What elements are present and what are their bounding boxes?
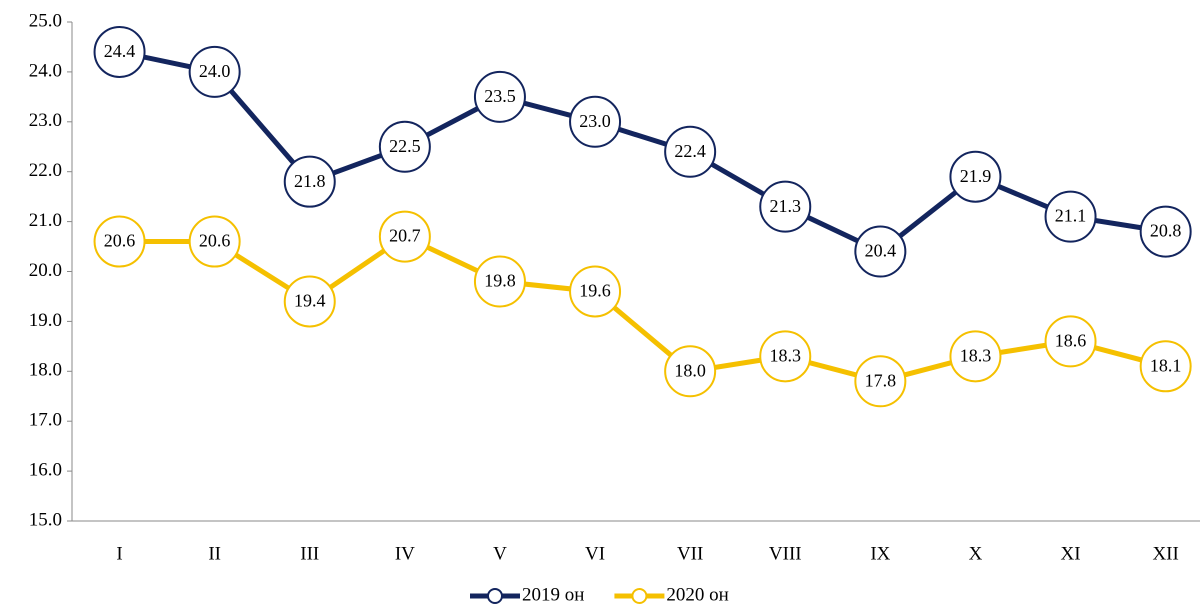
legend-label: 2019 он xyxy=(522,584,584,605)
point-marker xyxy=(569,95,622,148)
y-tick-label: 17.0 xyxy=(29,410,62,431)
point-marker xyxy=(93,25,146,78)
series-line xyxy=(119,49,1167,255)
point-marker xyxy=(93,215,146,268)
x-tick-label: III xyxy=(300,543,319,564)
value-label: 18.0 xyxy=(674,360,706,380)
y-tick-label: 25.0 xyxy=(29,10,62,31)
x-tick-label: VII xyxy=(677,543,703,564)
x-tick-label: IV xyxy=(395,543,415,564)
point-marker xyxy=(1044,190,1097,243)
series-line xyxy=(119,233,1167,384)
y-tick-label: 18.0 xyxy=(29,360,62,381)
legend-label: 2020 он xyxy=(666,584,728,605)
value-label: 21.3 xyxy=(770,196,802,216)
value-label: 20.6 xyxy=(199,231,231,251)
value-label: 21.9 xyxy=(960,166,992,186)
value-label: 19.4 xyxy=(294,291,326,311)
point-marker xyxy=(854,225,907,278)
value-label: 22.4 xyxy=(674,141,706,161)
value-label: 24.0 xyxy=(199,61,231,81)
value-label: 19.6 xyxy=(579,281,611,301)
y-tick-label: 15.0 xyxy=(29,509,62,530)
value-label: 24.4 xyxy=(104,41,136,61)
x-tick-label: XII xyxy=(1152,543,1178,564)
x-tick-label: IX xyxy=(870,543,890,564)
x-tick-label: X xyxy=(969,543,983,564)
value-label: 18.1 xyxy=(1150,355,1182,375)
point-marker xyxy=(1044,315,1097,368)
point-marker xyxy=(378,120,431,173)
value-label: 18.3 xyxy=(770,345,802,365)
value-label: 17.8 xyxy=(865,370,897,390)
y-tick-label: 22.0 xyxy=(29,160,62,181)
value-label: 23.0 xyxy=(579,111,611,131)
point-marker xyxy=(949,330,1002,383)
value-label: 19.8 xyxy=(484,271,516,291)
point-marker xyxy=(664,345,717,398)
legend-marker xyxy=(631,588,648,604)
value-label: 22.5 xyxy=(389,136,421,156)
value-label: 21.1 xyxy=(1055,206,1087,226)
point-marker xyxy=(664,125,717,178)
legend-item: 2019 он xyxy=(470,584,584,605)
y-tick-label: 24.0 xyxy=(29,60,62,81)
x-tick-label: XI xyxy=(1061,543,1081,564)
x-tick-label: I xyxy=(116,543,122,564)
point-marker xyxy=(759,330,812,383)
point-marker xyxy=(854,355,907,408)
x-tick-label: V xyxy=(493,543,507,564)
x-tick-label: II xyxy=(208,543,221,564)
point-marker xyxy=(1139,205,1192,258)
point-marker xyxy=(378,210,431,263)
point-marker xyxy=(473,255,526,308)
value-label: 20.6 xyxy=(104,231,136,251)
y-tick-label: 16.0 xyxy=(29,459,62,480)
point-marker xyxy=(283,155,336,208)
point-marker xyxy=(949,150,1002,203)
x-tick-label: VIII xyxy=(769,543,802,564)
value-label: 23.5 xyxy=(484,86,516,106)
value-label: 18.6 xyxy=(1055,330,1087,350)
point-marker xyxy=(283,275,336,328)
value-label: 20.7 xyxy=(389,226,421,246)
value-label: 20.8 xyxy=(1150,221,1182,241)
point-marker xyxy=(188,45,241,98)
legend-item: 2020 он xyxy=(614,584,729,605)
y-tick-label: 23.0 xyxy=(29,110,62,131)
point-marker xyxy=(759,180,812,233)
value-label: 20.4 xyxy=(865,241,897,261)
value-label: 18.3 xyxy=(960,345,992,365)
y-tick-label: 19.0 xyxy=(29,310,62,331)
legend-marker xyxy=(487,588,503,604)
value-label: 21.8 xyxy=(294,171,326,191)
point-marker xyxy=(1139,340,1192,393)
x-tick-label: VI xyxy=(585,543,605,564)
point-marker xyxy=(188,215,241,268)
point-marker xyxy=(569,265,622,318)
point-marker xyxy=(473,70,526,123)
y-tick-label: 20.0 xyxy=(29,260,62,281)
y-tick-label: 21.0 xyxy=(29,210,62,231)
